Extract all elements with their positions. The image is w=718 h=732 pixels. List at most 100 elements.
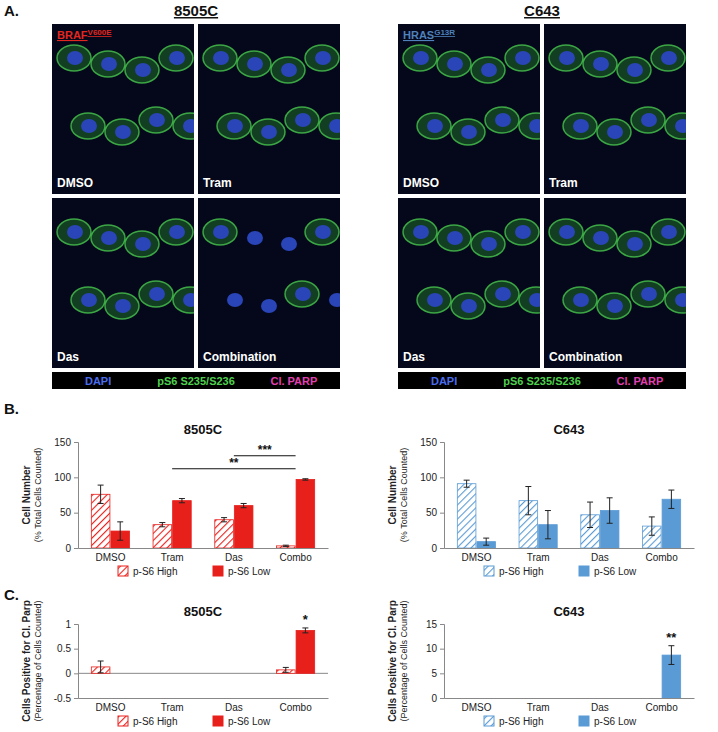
error-bar	[117, 522, 123, 540]
bar	[477, 698, 496, 699]
stain-legend-entry: pS6 S235/S236	[157, 375, 235, 387]
y-tick-mark	[74, 624, 78, 625]
y-tick: 0	[65, 668, 78, 679]
stain-legend-entry: DAPI	[431, 375, 457, 387]
error-bar-stem	[466, 480, 467, 487]
cell-cytoplasm	[305, 219, 339, 245]
cell-cytoplasm	[563, 287, 597, 313]
cell-cytoplasm	[665, 113, 686, 139]
y-axis: 051015	[426, 619, 445, 704]
bar	[234, 506, 253, 548]
bar	[457, 698, 476, 699]
x-tick-label: DMSO	[461, 702, 491, 713]
cell-nucleus	[559, 51, 575, 65]
error-bar	[221, 518, 227, 522]
x-tick: Tram	[527, 548, 550, 563]
error-bar-cap	[302, 627, 308, 628]
bar	[215, 520, 234, 548]
chart: 8505CCell Number(% Total Cells Counted)0…	[21, 422, 329, 577]
cell-nucleus	[213, 51, 229, 65]
significance-label: *	[303, 612, 309, 627]
error-bar-cap	[668, 508, 674, 509]
axis-line	[445, 698, 695, 699]
bar	[296, 479, 315, 548]
cell-nucleus	[607, 299, 623, 313]
error-bar	[464, 480, 470, 487]
cell-cytoplasm	[403, 45, 437, 71]
y-tick-mark	[440, 698, 444, 699]
error-bar-stem	[120, 522, 121, 540]
x-tick: Tram	[527, 698, 550, 713]
error-bar	[98, 661, 104, 673]
y-tick: 0.5	[57, 643, 78, 654]
micrograph-background	[398, 24, 540, 194]
cell-cytoplasm	[105, 293, 139, 319]
legend-swatch	[484, 566, 494, 576]
y-tick-label: 10	[426, 643, 438, 654]
x-tick-label: Combo	[645, 552, 678, 563]
cell-cytoplasm	[549, 219, 583, 245]
y-tick-mark	[440, 548, 444, 549]
y-tick: 150	[54, 437, 78, 448]
mutation-variant: V600E	[88, 28, 113, 37]
cell-cytoplasm	[203, 45, 237, 71]
x-tick: Combo	[279, 548, 312, 563]
legend-swatch	[484, 716, 494, 726]
cell-cytoplasm	[403, 219, 437, 245]
cell-nucleus	[295, 113, 311, 127]
y-axis-title: (% Total Cells Counted)	[399, 448, 409, 542]
y-tick: 100	[420, 472, 444, 483]
error-bar-cap	[302, 480, 308, 481]
axis-line	[79, 548, 329, 549]
y-tick-label: 0	[431, 693, 437, 704]
y-axis-title: Cell Number	[387, 465, 398, 524]
treatment-label: DMSO	[57, 176, 93, 190]
error-bar-cap	[525, 514, 531, 515]
cell-nucleus	[261, 125, 277, 139]
cell-cytoplasm	[519, 113, 540, 139]
cell-nucleus	[135, 237, 151, 251]
panel-label: C.	[4, 586, 19, 603]
error-bar-cap	[283, 546, 289, 547]
cell-nucleus	[413, 51, 429, 65]
x-axis: DMSOTramDasCombo	[445, 698, 695, 713]
error-bar-stem	[100, 485, 101, 503]
error-bar-cap	[483, 538, 489, 539]
y-tick-mark	[440, 477, 444, 478]
cell-nucleus	[281, 63, 297, 77]
micrograph	[544, 24, 686, 194]
x-tick: DMSO	[95, 698, 125, 713]
bar	[215, 673, 234, 674]
cell-nucleus	[627, 237, 643, 251]
cell-cytoplasm	[285, 281, 319, 307]
error-bar-cap	[302, 478, 308, 479]
error-bar	[587, 502, 593, 527]
y-tick: 0	[431, 543, 444, 554]
error-bar	[483, 538, 489, 545]
x-axis: DMSOTramDasCombo	[79, 698, 329, 713]
bar	[173, 501, 192, 548]
cell-nucleus	[315, 51, 331, 65]
micrograph	[544, 198, 686, 368]
y-tick-label: 150	[54, 437, 71, 448]
bar	[111, 673, 130, 674]
cell-cytoplasm	[563, 113, 597, 139]
y-tick-mark	[74, 442, 78, 443]
bar	[234, 673, 253, 674]
error-bar-cap	[159, 522, 165, 523]
cell-cytoplasm	[173, 113, 194, 139]
error-bar-stem	[671, 646, 672, 665]
cell-nucleus	[183, 293, 194, 307]
micrograph-background	[398, 198, 540, 368]
cell-nucleus	[461, 125, 477, 139]
cell-nucleus	[329, 293, 340, 307]
cell-cytoplasm	[217, 113, 251, 139]
micrograph-background	[198, 198, 340, 368]
chart: C643Cell Number(% Total Cells Counted)05…	[387, 422, 695, 577]
bar	[519, 698, 538, 699]
y-axis-title: Cells Positive for Cl. Parp	[387, 600, 398, 722]
cell-nucleus	[329, 119, 340, 133]
x-tick-label: Tram	[161, 702, 184, 713]
error-bar-stem	[224, 518, 225, 522]
treatment-label: Combination	[549, 350, 622, 364]
